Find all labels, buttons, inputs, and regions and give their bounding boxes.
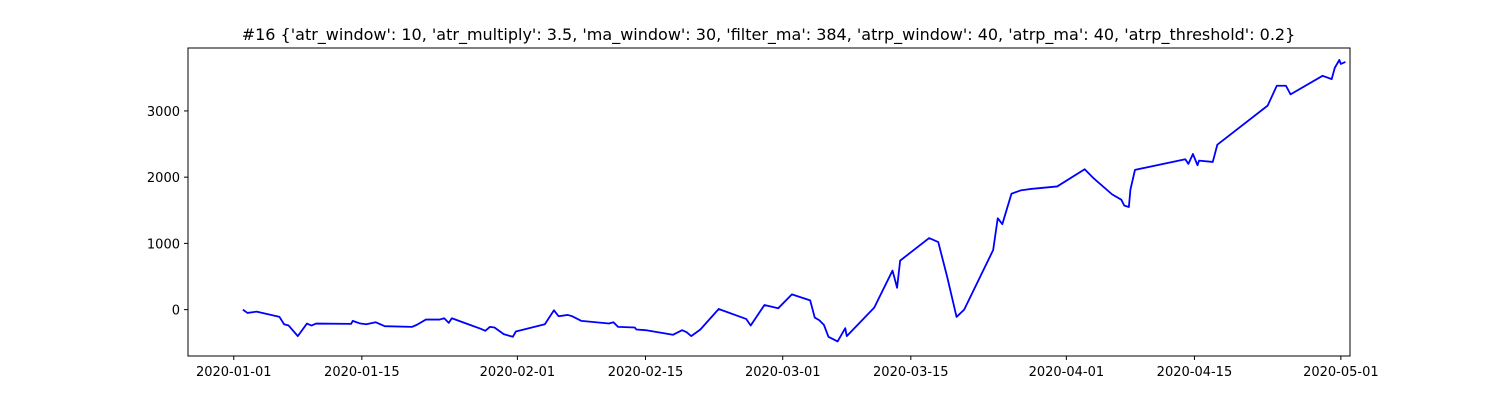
y-tick-label: 2000 [147, 171, 180, 186]
x-tick-label: 2020-02-15 [608, 365, 684, 380]
x-tick-label: 2020-04-15 [1157, 365, 1233, 380]
x-tick-label: 2020-04-01 [1029, 365, 1105, 380]
x-tick-label: 2020-05-01 [1303, 365, 1379, 380]
x-axis: 2020-01-01 2020-01-15 2020-02-01 2020-02-15… [196, 356, 1379, 380]
x-tick-label: 2020-02-01 [480, 365, 556, 380]
y-tick-label: 0 [172, 304, 180, 319]
chart-title: #16 {'atr_window': 10, 'atr_multiply': 3… [242, 25, 1296, 45]
x-tick-label: 2020-01-15 [324, 365, 400, 380]
x-tick-label: 2020-03-15 [873, 365, 949, 380]
x-tick-label: 2020-03-01 [745, 365, 821, 380]
y-axis: 0 1000 2000 3000 [147, 105, 188, 319]
plot-area-frame [187, 47, 1351, 357]
x-tick-label: 2020-01-01 [196, 365, 272, 380]
plot-marks [242, 59, 1346, 343]
y-tick-label: 1000 [147, 237, 180, 252]
y-tick-label: 3000 [147, 105, 180, 120]
series-line-0 [242, 59, 1346, 343]
